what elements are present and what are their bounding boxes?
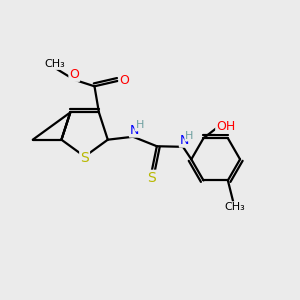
Text: O: O [119,74,129,87]
Text: H: H [185,130,194,140]
Text: N: N [180,134,189,147]
Text: OH: OH [216,120,236,133]
Text: S: S [80,151,89,165]
Text: N: N [130,124,139,137]
Text: CH₃: CH₃ [224,202,245,212]
Text: CH₃: CH₃ [44,59,65,69]
Text: S: S [147,171,156,185]
Text: O: O [69,68,79,81]
Text: H: H [135,120,144,130]
